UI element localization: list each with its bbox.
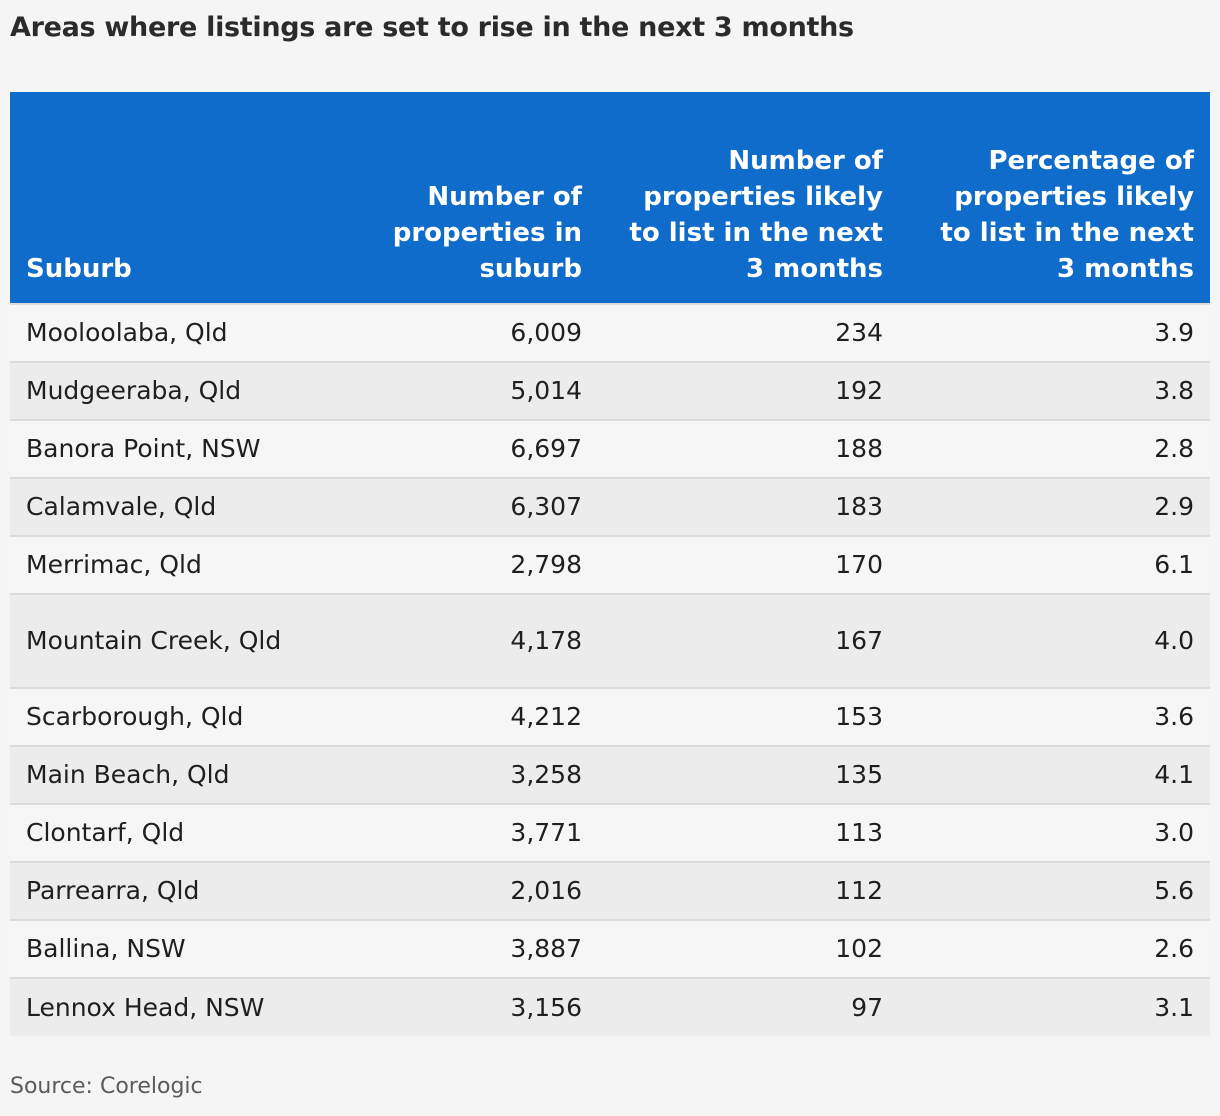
cell-likely: 102 bbox=[835, 934, 883, 963]
cell-percentage: 6.1 bbox=[1154, 550, 1194, 579]
cell-properties: 3,771 bbox=[510, 818, 582, 847]
cell-likely: 234 bbox=[835, 318, 883, 347]
cell-suburb: Mudgeeraba, Qld bbox=[26, 376, 242, 405]
cell-likely: 97 bbox=[851, 992, 883, 1022]
table-title: Areas where listings are set to rise in … bbox=[10, 12, 854, 43]
table-row: Calamvale, Qld 6,307 183 2.9 bbox=[10, 478, 1210, 536]
cell-suburb: Ballina, NSW bbox=[26, 934, 186, 963]
cell-percentage: 4.1 bbox=[1154, 760, 1194, 789]
cell-percentage: 3.1 bbox=[1154, 992, 1194, 1022]
cell-suburb: Merrimac, Qld bbox=[26, 550, 202, 579]
cell-properties: 6,697 bbox=[510, 434, 582, 463]
cell-properties: 3,887 bbox=[510, 934, 582, 963]
cell-properties: 4,178 bbox=[510, 626, 582, 655]
cell-percentage: 2.6 bbox=[1154, 934, 1194, 963]
header-likely: Number of properties likely to list in t… bbox=[629, 146, 883, 284]
source-note: Source: Corelogic bbox=[10, 1074, 203, 1099]
cell-suburb: Clontarf, Qld bbox=[26, 818, 185, 847]
cell-likely: 167 bbox=[835, 626, 883, 655]
table-row: Scarborough, Qld 4,212 153 3.6 bbox=[10, 688, 1210, 746]
cell-percentage: 3.8 bbox=[1154, 376, 1194, 405]
cell-likely: 192 bbox=[835, 376, 883, 405]
table-row: Main Beach, Qld 3,258 135 4.1 bbox=[10, 746, 1210, 804]
header-properties: Number of properties in suburb bbox=[392, 182, 582, 284]
cell-properties: 6,009 bbox=[510, 318, 582, 347]
cell-percentage: 2.8 bbox=[1154, 434, 1194, 463]
header-row: Suburb Number of properties in suburb Nu… bbox=[10, 92, 1210, 304]
cell-percentage: 4.0 bbox=[1154, 626, 1194, 655]
cell-properties: 3,156 bbox=[510, 992, 582, 1022]
cell-suburb: Banora Point, NSW bbox=[26, 434, 261, 463]
cell-suburb: Mooloolaba, Qld bbox=[26, 318, 228, 347]
cell-properties: 2,016 bbox=[510, 876, 582, 905]
cell-likely: 135 bbox=[835, 760, 883, 789]
cell-likely: 112 bbox=[835, 876, 883, 905]
cell-likely: 153 bbox=[835, 702, 883, 731]
table-row: Merrimac, Qld 2,798 170 6.1 bbox=[10, 536, 1210, 594]
table-row: Clontarf, Qld 3,771 113 3.0 bbox=[10, 804, 1210, 862]
cell-properties: 6,307 bbox=[510, 492, 582, 521]
cell-likely: 188 bbox=[835, 434, 883, 463]
cell-percentage: 5.6 bbox=[1154, 876, 1194, 905]
cell-suburb: Scarborough, Qld bbox=[26, 702, 244, 731]
header-suburb: Suburb bbox=[26, 254, 132, 284]
table-row: Parrearra, Qld 2,016 112 5.6 bbox=[10, 862, 1210, 920]
cell-likely: 183 bbox=[835, 492, 883, 521]
cell-likely: 170 bbox=[835, 550, 883, 579]
table-row: Lennox Head, NSW 3,156 97 3.1 bbox=[10, 978, 1210, 1036]
table-row: Mooloolaba, Qld 6,009 234 3.9 bbox=[10, 304, 1210, 362]
cell-properties: 4,212 bbox=[510, 702, 582, 731]
table-row: Banora Point, NSW 6,697 188 2.8 bbox=[10, 420, 1210, 478]
table-row: Mountain Creek, Qld 4,178 167 4.0 bbox=[10, 594, 1210, 688]
cell-suburb: Parrearra, Qld bbox=[26, 876, 200, 905]
cell-suburb: Mountain Creek, Qld bbox=[26, 626, 282, 655]
cell-suburb: Main Beach, Qld bbox=[26, 760, 230, 789]
listings-table: Suburb Number of properties in suburb Nu… bbox=[10, 92, 1210, 1036]
cell-properties: 3,258 bbox=[510, 760, 582, 789]
cell-percentage: 3.9 bbox=[1154, 318, 1194, 347]
cell-likely: 113 bbox=[835, 818, 883, 847]
table-row: Ballina, NSW 3,887 102 2.6 bbox=[10, 920, 1210, 978]
cell-properties: 2,798 bbox=[510, 550, 582, 579]
cell-suburb: Lennox Head, NSW bbox=[26, 992, 265, 1022]
cell-percentage: 2.9 bbox=[1154, 492, 1194, 521]
cell-percentage: 3.0 bbox=[1154, 818, 1194, 847]
cell-suburb: Calamvale, Qld bbox=[26, 492, 217, 521]
header-percentage: Percentage of properties likely to list … bbox=[940, 146, 1194, 284]
cell-properties: 5,014 bbox=[510, 376, 582, 405]
cell-percentage: 3.6 bbox=[1154, 702, 1194, 731]
table-row: Mudgeeraba, Qld 5,014 192 3.8 bbox=[10, 362, 1210, 420]
